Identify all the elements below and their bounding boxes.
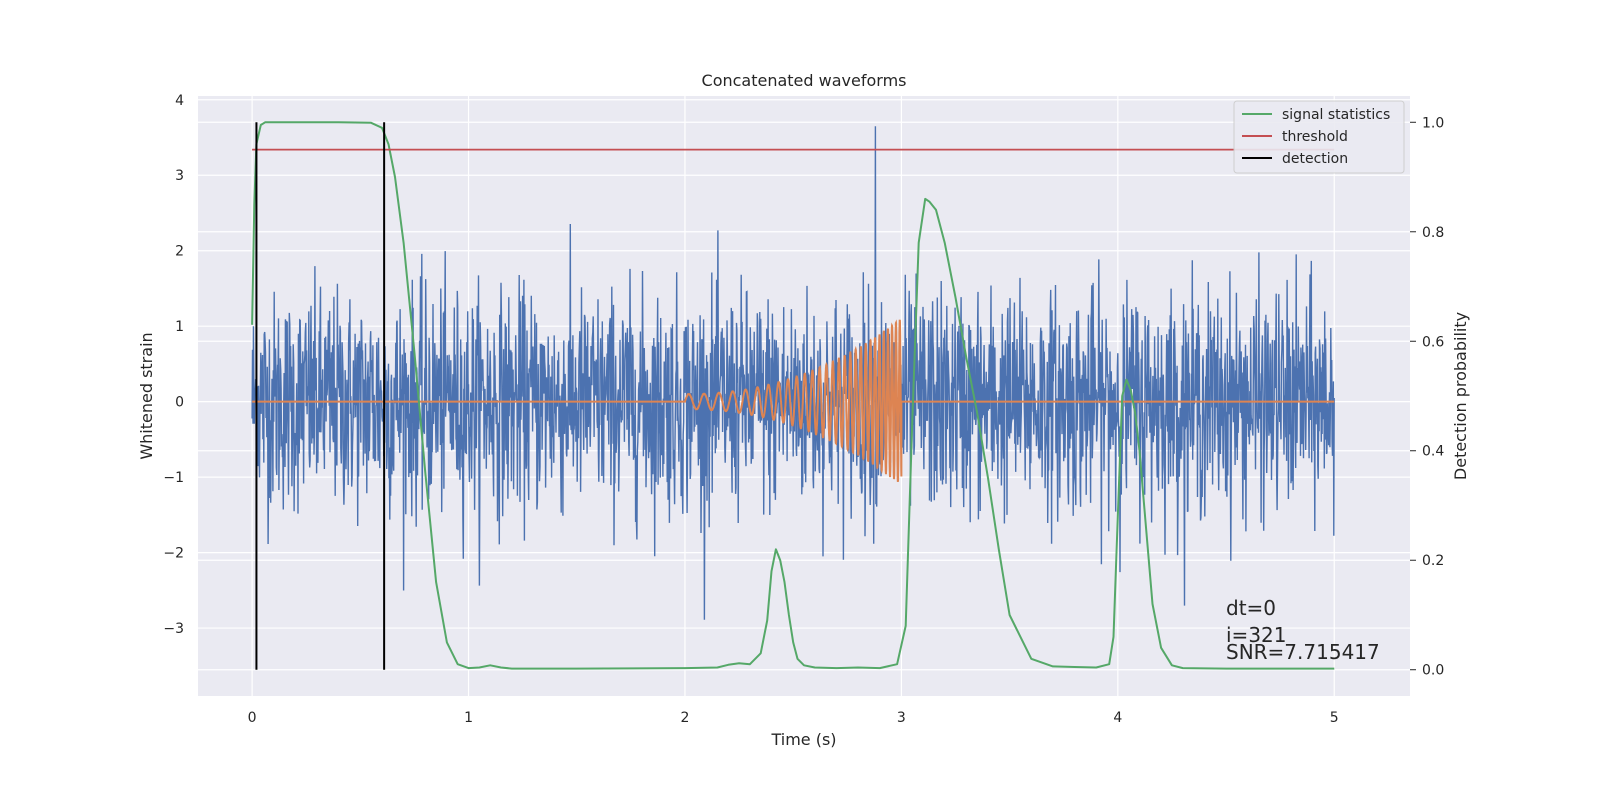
annotation-dt: dt=0 (1226, 596, 1276, 620)
y-right-tick-label: 1.0 (1422, 115, 1444, 131)
legend-label-signal-statistics: signal statistics (1282, 107, 1390, 123)
tick-labels: 0 1 2 3 4 5 −3 −2 −1 0 1 2 3 4 0.0 0.2 0.4 0.6 0.8 1.0 (163, 93, 1444, 726)
x-tick-label: 0 (248, 710, 257, 726)
x-tick-label: 4 (1113, 710, 1122, 726)
y-right-tick-label: 0.0 (1422, 663, 1444, 679)
y-tick-label: −2 (163, 546, 184, 562)
legend-label-detection: detection (1282, 151, 1348, 167)
y-tick-label: 4 (175, 93, 184, 109)
annotation-snr: SNR=7.715417 (1226, 640, 1380, 664)
x-tick-label: 3 (897, 710, 906, 726)
x-tick-label: 5 (1330, 710, 1339, 726)
chart-title: Concatenated waveforms (702, 71, 907, 90)
annotation-index: i=321 (1226, 623, 1287, 647)
y-tick-label: 1 (175, 319, 184, 335)
y-tick-label: −1 (163, 470, 184, 486)
legend-box (1233, 100, 1405, 174)
x-tick-label: 2 (681, 710, 690, 726)
y-tick-label: −3 (163, 621, 184, 637)
y-right-tick-label: 0.2 (1422, 553, 1444, 569)
series-line-signal-statistics (251, 121, 1335, 670)
y-tick-label: 0 (175, 395, 184, 411)
annotation-block: dt=0 i=321 SNR=7.715417 (1226, 596, 1380, 664)
x-tick-label: 1 (464, 710, 473, 726)
y-tick-label: 2 (175, 244, 184, 260)
y-axis-label: Whitened strain (137, 332, 156, 459)
y-right-tick-label: 0.4 (1422, 444, 1444, 460)
legend: signal statistics threshold detection (1233, 100, 1405, 174)
legend-label-threshold: threshold (1282, 129, 1348, 145)
x-axis-label: Time (s) (770, 730, 836, 749)
plot-area (251, 121, 1335, 670)
series-line-whitened-strain (251, 126, 1335, 620)
y-tick-label: 3 (175, 168, 184, 184)
y-axis-right-label: Detection probability (1451, 312, 1470, 480)
series-line-template (252, 319, 1335, 482)
y-right-tick-label: 0.8 (1422, 225, 1444, 241)
y-right-tick-label: 0.6 (1422, 334, 1444, 350)
